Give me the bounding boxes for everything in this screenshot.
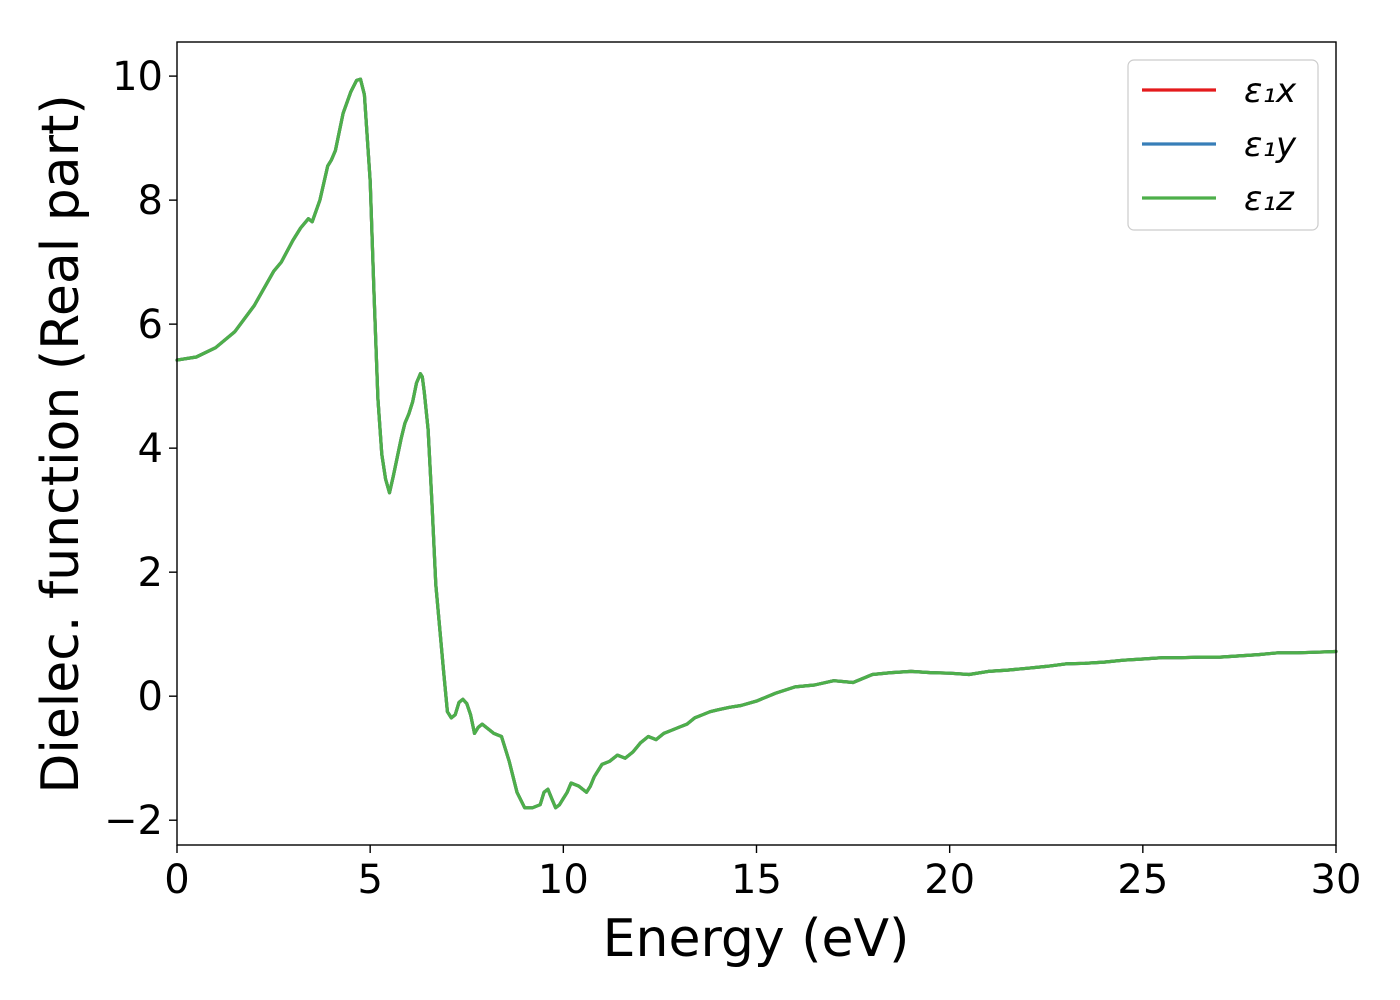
y-tick-label: 2	[138, 550, 163, 596]
series-line-3	[175, 77, 1338, 810]
y-tick-label: 0	[138, 674, 163, 720]
legend-label-3: ε₁z	[1244, 179, 1295, 219]
legend: ε₁x ε₁y ε₁z	[1127, 59, 1319, 231]
legend-label-2: ε₁y	[1244, 125, 1297, 165]
x-tick-label: 20	[924, 857, 975, 903]
y-tick-label: −2	[104, 798, 163, 844]
y-tick-label: 6	[138, 302, 163, 348]
x-tick-label: 30	[1311, 857, 1362, 903]
y-tick-label: 10	[112, 54, 163, 100]
x-axis: 0 5 10 15 20 25 30	[164, 845, 1361, 903]
x-tick-label: 15	[731, 857, 782, 903]
y-axis: −2 0 2 4 6 8 10	[104, 54, 177, 844]
x-tick-label: 0	[164, 857, 189, 903]
x-tick-label: 10	[538, 857, 589, 903]
y-tick-label: 4	[138, 426, 163, 472]
x-axis-title: Energy (eV)	[603, 909, 910, 969]
y-tick-label: 8	[138, 178, 163, 224]
legend-items: ε₁x ε₁y ε₁z	[1142, 71, 1297, 219]
legend-label-1: ε₁x	[1244, 71, 1297, 111]
y-axis-title: Dielec. function (Real part)	[31, 94, 91, 793]
series-layer	[175, 77, 1338, 810]
x-tick-label: 5	[357, 857, 382, 903]
x-tick-label: 25	[1117, 857, 1168, 903]
legend-box	[1127, 59, 1319, 231]
